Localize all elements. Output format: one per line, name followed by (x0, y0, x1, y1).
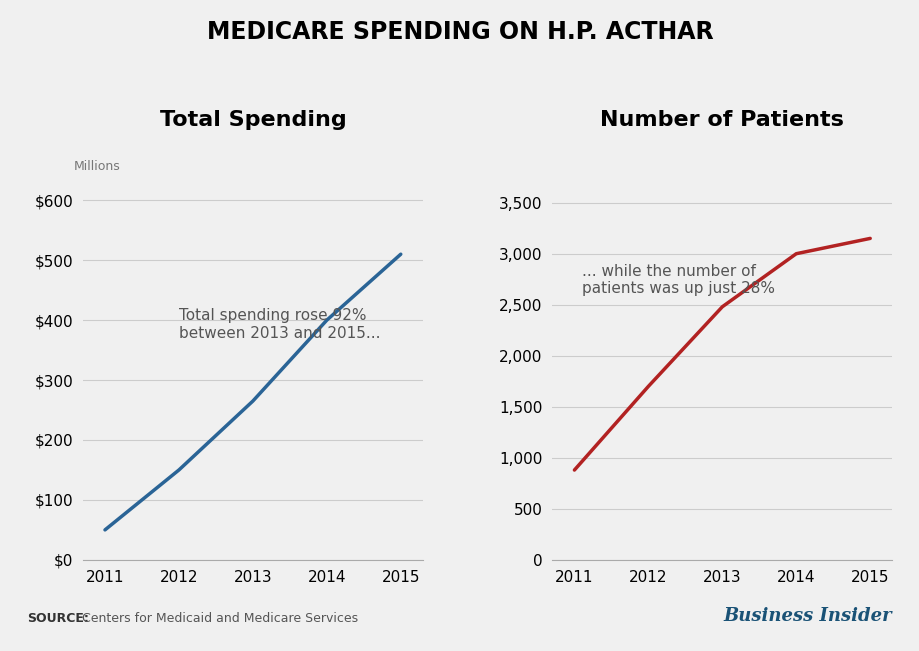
Text: MEDICARE SPENDING ON H.P. ACTHAR: MEDICARE SPENDING ON H.P. ACTHAR (207, 20, 712, 44)
Text: Business Insider: Business Insider (723, 607, 891, 625)
Text: Millions: Millions (74, 159, 120, 173)
Text: Total spending rose 92%
between 2013 and 2015...: Total spending rose 92% between 2013 and… (178, 308, 380, 340)
Text: Number of Patients: Number of Patients (600, 110, 844, 130)
Text: ... while the number of
patients was up just 28%: ... while the number of patients was up … (581, 264, 774, 296)
Text: Total Spending: Total Spending (159, 110, 346, 130)
Text: Centers for Medicaid and Medicare Services: Centers for Medicaid and Medicare Servic… (78, 612, 357, 625)
Text: SOURCE:: SOURCE: (28, 612, 89, 625)
